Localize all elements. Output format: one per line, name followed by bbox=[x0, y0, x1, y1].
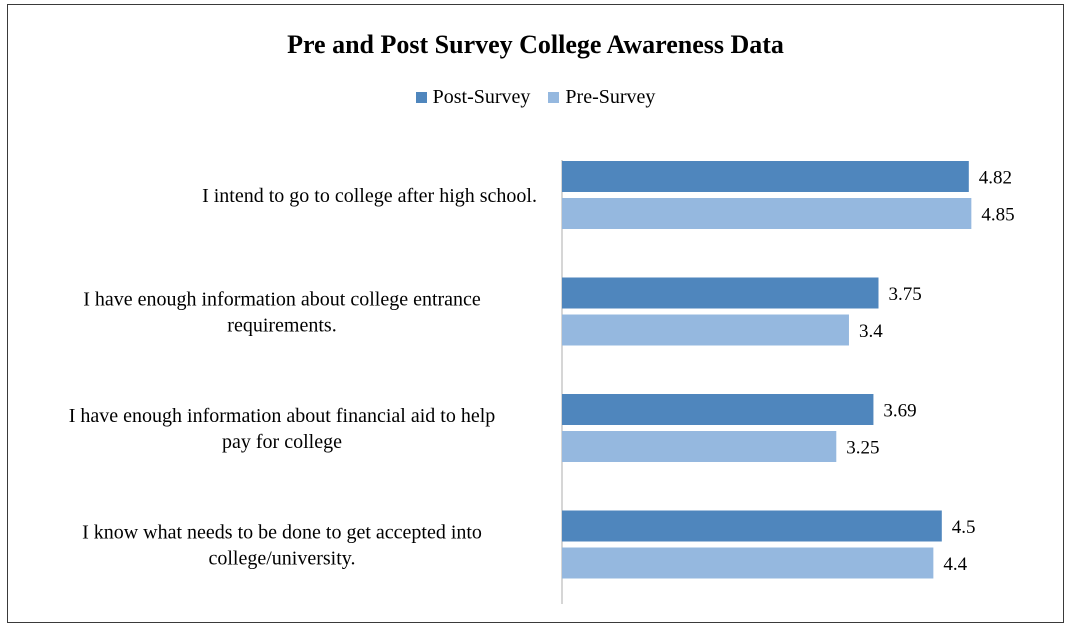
category-label-3-line-1: college/university. bbox=[209, 548, 356, 570]
chart-title: Pre and Post Survey College Awareness Da… bbox=[287, 30, 784, 59]
data-label-pre-survey-3: 4.4 bbox=[943, 554, 967, 575]
data-label-post-survey-1: 3.75 bbox=[889, 284, 922, 305]
legend-swatch-pre-survey bbox=[548, 92, 560, 103]
category-label-1-line-0: I have enough information about college … bbox=[83, 289, 481, 311]
legend-item-post-survey: Post-Survey bbox=[415, 86, 531, 109]
chart-legend: Post-Survey Pre-Survey bbox=[0, 86, 1071, 109]
bar-post-survey-0 bbox=[562, 161, 969, 192]
category-label-0-line-0: I intend to go to college after high sch… bbox=[202, 185, 537, 207]
bar-post-survey-3 bbox=[562, 510, 942, 542]
bar-post-survey-1 bbox=[562, 277, 879, 309]
bar-pre-survey-1 bbox=[562, 314, 849, 346]
category-label-1-line-1: requirements. bbox=[227, 315, 336, 337]
data-label-pre-survey-0: 4.85 bbox=[981, 205, 1014, 226]
data-label-pre-survey-2: 3.25 bbox=[846, 438, 879, 459]
category-label-2-line-0: I have enough information about financia… bbox=[69, 405, 496, 427]
bar-pre-survey-0 bbox=[562, 198, 972, 229]
legend-label-pre-survey: Pre-Survey bbox=[565, 86, 656, 108]
data-label-post-survey-2: 3.69 bbox=[883, 401, 916, 422]
bar-post-survey-2 bbox=[562, 394, 874, 425]
data-label-post-survey-3: 4.5 bbox=[952, 517, 976, 538]
data-label-post-survey-0: 4.82 bbox=[979, 168, 1012, 189]
bar-pre-survey-2 bbox=[562, 431, 837, 462]
legend-swatch-post-survey bbox=[415, 92, 427, 103]
legend-label-post-survey: Post-Survey bbox=[432, 86, 531, 108]
legend-item-pre-survey: Pre-Survey bbox=[548, 86, 655, 109]
data-label-pre-survey-1: 3.4 bbox=[859, 321, 883, 342]
category-label-3-line-0: I know what needs to be done to get acce… bbox=[82, 522, 482, 544]
category-label-2-line-1: pay for college bbox=[222, 431, 342, 453]
bar-pre-survey-3 bbox=[562, 547, 934, 579]
